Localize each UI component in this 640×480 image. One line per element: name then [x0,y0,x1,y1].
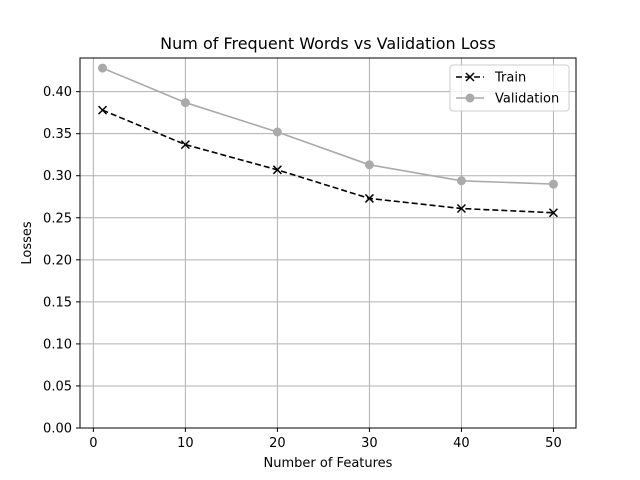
grid-lines [80,58,576,429]
axis-ticks: 0 10 20 30 40 50 0.00 0.05 0.10 0.15 0.20 0.25 0.30 0… [43,85,562,451]
train-point [180,140,190,150]
validation-legend-label: Validation [495,92,559,107]
x-tick-label: 30 [361,436,378,451]
validation-point [272,127,282,137]
x-tick-label: 20 [269,436,286,451]
y-tick-label: 0.30 [43,169,72,184]
y-tick-label: 0.05 [43,379,72,394]
x-tick-label: 50 [545,436,562,451]
validation-point [180,98,190,108]
validation-point [456,176,466,186]
x-tick-label: 40 [453,436,470,451]
validation-legend-marker [465,93,475,103]
series-layer [98,63,558,218]
y-tick-label: 0.40 [43,85,72,100]
y-tick-label: 0.25 [43,211,72,226]
train-legend-label: Train [494,71,526,86]
train-series-line [102,109,554,214]
train-point [272,165,282,175]
train-point [364,193,374,203]
y-tick-label: 0.10 [43,337,72,352]
train-point [456,203,466,214]
plot-frame [79,57,577,429]
validation-point [364,160,374,170]
legend: Train Validation [449,64,570,112]
chart-title: Num of Frequent Words vs Validation Loss [160,34,496,53]
train-legend-marker [465,72,475,82]
validation-point [98,63,108,73]
y-tick-label: 0.15 [43,295,72,310]
y-axis-label: Losses [20,221,35,265]
validation-series-line [102,67,554,185]
y-tick-label: 0.35 [43,127,72,142]
x-tick-label: 10 [177,436,194,451]
y-tick-label: 0.00 [43,422,72,437]
y-tick-label: 0.20 [43,253,72,268]
x-tick-label: 0 [89,436,97,451]
validation-point [548,179,558,189]
x-axis-label: Number of Features [264,456,393,471]
train-point [548,208,558,218]
train-point [98,105,108,115]
